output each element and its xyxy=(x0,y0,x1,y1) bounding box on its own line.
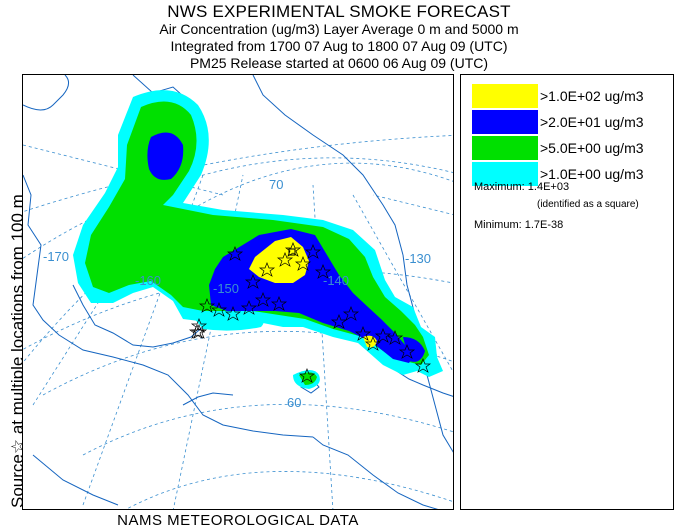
source-markers xyxy=(188,242,432,383)
legend-row-level-3: >2.0E+01 ug/m3 xyxy=(472,110,669,134)
data-source-label: NAMS METEOROLOGICAL DATA xyxy=(117,512,359,529)
lon-140-label: -140 xyxy=(323,273,349,288)
release-start: PM25 Release started at 0600 06 Aug 09 (… xyxy=(189,55,489,71)
legend-label: >5.0E+00 ug/m3 xyxy=(540,140,644,156)
legend-label: >1.0E+02 ug/m3 xyxy=(540,88,644,104)
minimum-label: Minimum: 1.7E-38 xyxy=(474,219,564,231)
legend-row-level-4: >1.0E+02 ug/m3 xyxy=(472,84,669,108)
integration-period: Integrated from 1700 07 Aug to 1800 07 A… xyxy=(170,38,508,54)
maximum-square xyxy=(288,248,296,256)
legend-swatch xyxy=(472,136,538,160)
lat-60-label: 60 xyxy=(287,395,301,410)
graticule-labels: 70 60 -170 -160 -150 -140 -130 xyxy=(43,177,431,410)
lon-160-label: -160 xyxy=(135,273,161,288)
lon-150-label: -150 xyxy=(213,281,239,296)
maximum-note: (identified as a square) xyxy=(537,199,639,210)
concentration-subtitle: Air Concentration (ug/m3) Layer Average … xyxy=(159,21,519,37)
legend-panel: >1.0E+02 ug/m3 >2.0E+01 ug/m3 >5.0E+00 u… xyxy=(460,74,674,510)
legend-swatch xyxy=(472,110,538,134)
legend-swatch xyxy=(472,162,538,186)
map-title: NWS EXPERIMENTAL SMOKE FORECAST xyxy=(167,2,511,21)
legend-label: >2.0E+01 ug/m3 xyxy=(540,114,644,130)
legend-swatch xyxy=(472,84,538,108)
lon-130-label: -130 xyxy=(405,251,431,266)
legend-row-level-2: >5.0E+00 ug/m3 xyxy=(472,136,669,160)
legend-label: >1.0E+00 ug/m3 xyxy=(540,166,644,182)
lon-170-label: -170 xyxy=(43,249,69,264)
maximum-label: Maximum: 1.4E+03 xyxy=(474,181,570,193)
map-panel: 70 60 -170 -160 -150 -140 -130 xyxy=(22,74,454,510)
map-canvas: 70 60 -170 -160 -150 -140 -130 xyxy=(23,75,453,509)
lat-70-label: 70 xyxy=(269,177,283,192)
legend-row-level-1: >1.0E+00 ug/m3 xyxy=(472,162,669,186)
